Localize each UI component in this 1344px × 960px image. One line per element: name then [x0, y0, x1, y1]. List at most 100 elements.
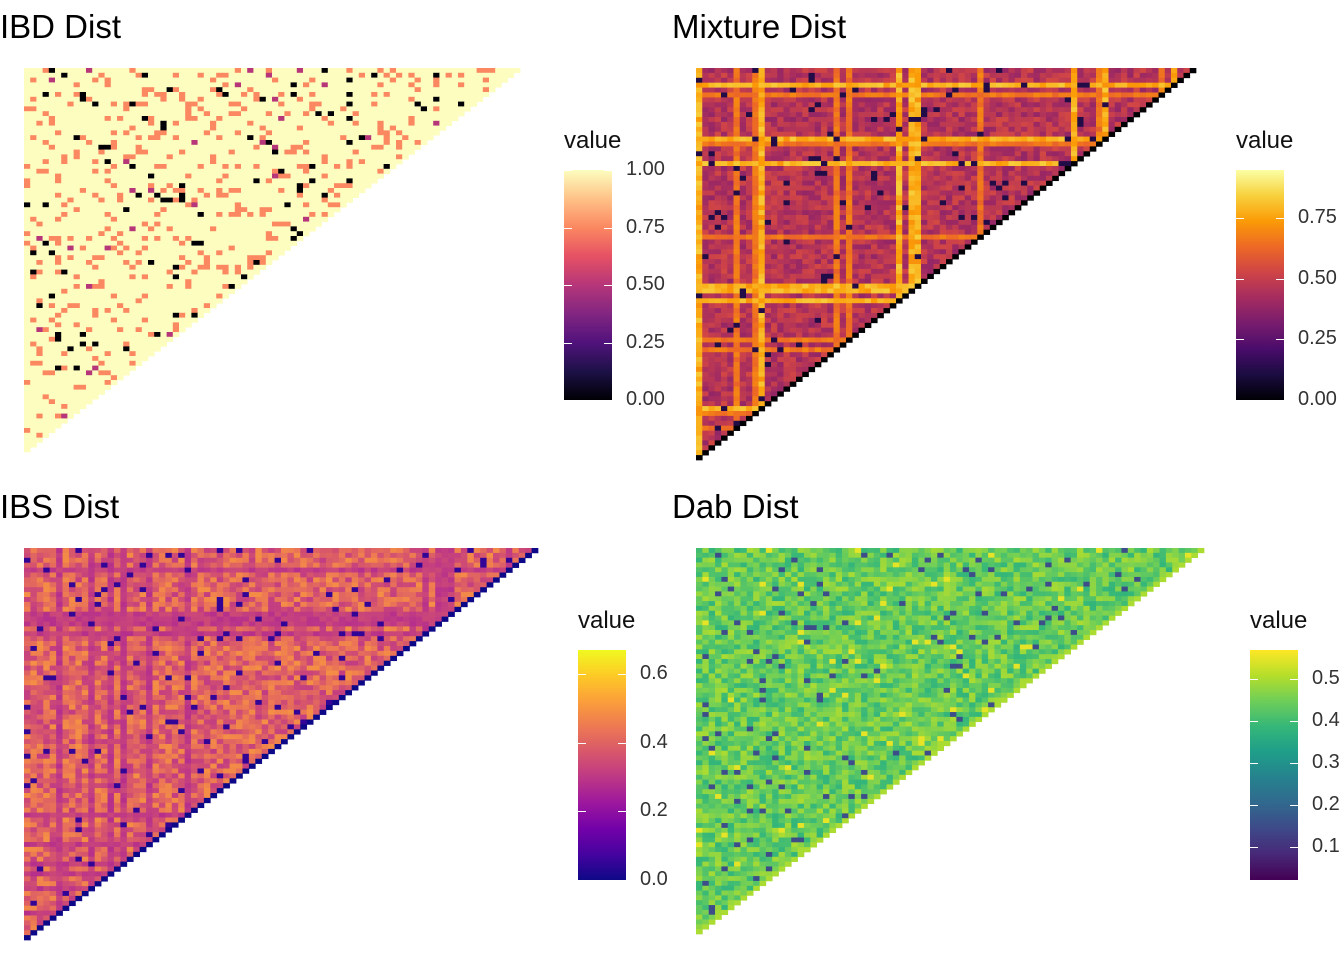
heatmap-cell — [135, 149, 143, 155]
heatmap-cell — [86, 288, 93, 294]
heatmap-cell — [247, 274, 254, 280]
heatmap-cell — [36, 264, 43, 270]
heatmap-cell — [278, 245, 285, 251]
heatmap-cell — [129, 221, 136, 227]
heatmap-cell — [272, 96, 279, 102]
heatmap-cell — [352, 144, 360, 150]
heatmap-cell — [30, 250, 37, 256]
heatmap-cell — [272, 101, 279, 107]
heatmap-cell — [36, 68, 43, 74]
heatmap-cell — [482, 87, 490, 93]
heatmap-cell — [42, 245, 50, 251]
heatmap-cell — [234, 140, 242, 146]
heatmap-cell — [222, 288, 229, 294]
heatmap-cell — [141, 226, 149, 232]
heatmap-cell — [117, 308, 124, 314]
heatmap-cell — [451, 87, 459, 93]
heatmap-cell — [203, 135, 211, 141]
heatmap-cell — [315, 106, 322, 112]
heatmap-cell — [296, 226, 304, 232]
heatmap-cell — [296, 159, 304, 165]
heatmap-cell — [129, 202, 136, 208]
heatmap-cell — [210, 149, 217, 155]
heatmap-cell — [321, 207, 329, 213]
heatmap-cell — [179, 255, 186, 261]
heatmap-cell — [365, 87, 372, 93]
heatmap-cell — [154, 250, 161, 256]
heatmap-cell — [247, 269, 254, 275]
heatmap-cell — [73, 255, 81, 261]
heatmap-cell — [358, 183, 366, 189]
heatmap-cell — [172, 183, 180, 189]
heatmap-cell — [309, 72, 316, 78]
heatmap-cell — [228, 288, 236, 294]
heatmap-cell — [402, 144, 409, 150]
heatmap-cell — [340, 173, 347, 179]
heatmap-cell — [234, 207, 242, 213]
heatmap-cell — [253, 221, 260, 227]
heatmap-cell — [160, 178, 167, 184]
heatmap-cell — [290, 101, 298, 107]
heatmap-cell — [352, 106, 360, 112]
heatmap-cell — [265, 173, 273, 179]
heatmap-cell — [172, 240, 180, 246]
heatmap-cell — [303, 226, 310, 232]
heatmap-cell — [315, 144, 322, 150]
heatmap-cell — [123, 101, 130, 107]
heatmap-cell — [222, 221, 229, 227]
heatmap-cell — [166, 144, 174, 150]
heatmap-cell — [216, 77, 223, 83]
heatmap-cell — [222, 202, 229, 208]
heatmap-cell — [433, 116, 440, 122]
heatmap-cell — [24, 96, 31, 102]
heatmap-cell — [371, 72, 378, 78]
heatmap-cell — [284, 164, 291, 170]
heatmap-cell — [55, 197, 62, 203]
heatmap-cell — [439, 111, 446, 117]
heatmap-cell — [433, 68, 440, 74]
heatmap-cell — [396, 92, 403, 98]
heatmap-cell — [284, 101, 291, 107]
heatmap-cell — [117, 240, 124, 246]
heatmap-cell — [42, 188, 50, 194]
heatmap-cell — [203, 274, 211, 280]
heatmap-cell — [129, 231, 136, 237]
heatmap-cell — [216, 288, 223, 294]
heatmap-cell — [272, 130, 279, 136]
heatmap-cell — [129, 96, 136, 102]
heatmap-cell — [222, 183, 229, 189]
heatmap-cell — [197, 130, 205, 136]
heatmap-cell — [172, 221, 180, 227]
heatmap-cell — [123, 92, 130, 98]
heatmap-cell — [377, 159, 384, 165]
heatmap-cell — [48, 245, 56, 251]
heatmap-cell — [166, 293, 174, 299]
heatmap-cell — [42, 183, 50, 189]
heatmap-cell — [30, 298, 37, 304]
heatmap-cell — [24, 154, 31, 160]
heatmap-cell — [154, 236, 161, 242]
heatmap-cell — [433, 87, 440, 93]
heatmap-cell — [451, 72, 459, 78]
heatmap-cell — [228, 116, 236, 122]
heatmap-cell — [303, 135, 310, 141]
heatmap-cell — [352, 92, 360, 98]
heatmap-cell — [216, 226, 223, 232]
heatmap-cell — [55, 164, 62, 170]
heatmap-cell — [265, 125, 273, 131]
heatmap-cell — [420, 92, 428, 98]
heatmap-cell — [272, 216, 279, 222]
heatmap-cell — [73, 188, 81, 194]
heatmap-cell — [30, 130, 37, 136]
heatmap-cell — [67, 197, 74, 203]
heatmap-cell — [98, 101, 105, 107]
heatmap-cell — [172, 207, 180, 213]
heatmap-cell — [191, 82, 198, 88]
heatmap-cell — [216, 298, 223, 304]
heatmap-cell — [92, 135, 99, 141]
heatmap-cell — [55, 260, 62, 266]
heatmap-cell — [129, 274, 136, 280]
heatmap-cell — [377, 173, 384, 179]
heatmap-cell — [48, 293, 56, 299]
heatmap-cell — [92, 240, 99, 246]
